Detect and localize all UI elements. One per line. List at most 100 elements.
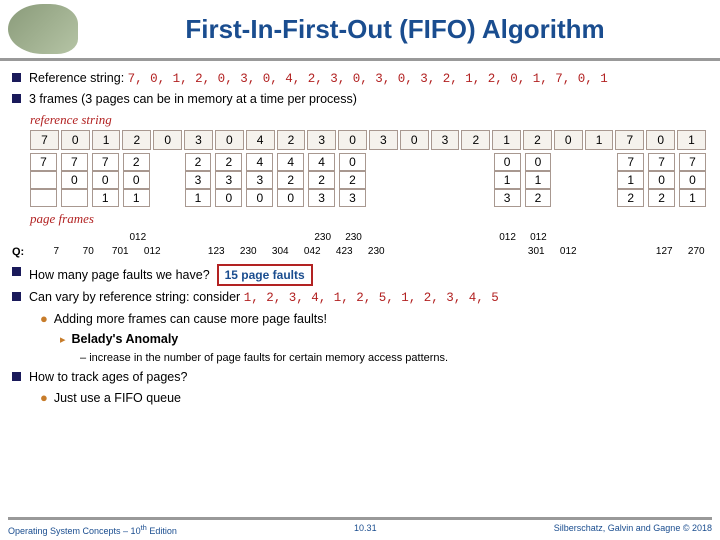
ref-cell: 2 xyxy=(461,130,490,150)
footer-mid: 10.31 xyxy=(354,523,377,536)
q-top-val xyxy=(585,231,616,245)
q-top-val: 012 xyxy=(122,231,153,245)
frames-text: 3 frames (3 pages can be in memory at a … xyxy=(29,91,708,108)
belady-detail: increase in the number of page faults fo… xyxy=(89,352,448,364)
q-top-val xyxy=(30,231,61,245)
bullet-how-many: How many page faults we have? 15 page fa… xyxy=(12,264,708,286)
queue-row: Q: 7707010121232303040424232303010121272… xyxy=(12,245,708,260)
q-val: 301 xyxy=(520,245,552,260)
slide-content: Reference string: 7, 0, 1, 2, 0, 3, 0, 4… xyxy=(0,61,720,407)
ref-cell: 1 xyxy=(492,130,521,150)
frame-cell: 0 xyxy=(123,171,150,189)
frame-column: 712 xyxy=(617,153,644,207)
frame-cell: 0 xyxy=(339,153,366,171)
q-val: 012 xyxy=(552,245,584,260)
frame-cell: 4 xyxy=(246,153,273,171)
frame-cell: 3 xyxy=(308,189,335,207)
frame-cell: 7 xyxy=(92,153,119,171)
belady-title: Belady's Anomaly xyxy=(72,332,179,346)
frame-cell: 1 xyxy=(92,189,119,207)
frame-cell xyxy=(30,171,57,189)
track-ages-text: How to track ages of pages? xyxy=(29,369,708,386)
ref-cell: 1 xyxy=(585,130,614,150)
ref-cell: 3 xyxy=(184,130,213,150)
ref-cell: 3 xyxy=(431,130,460,150)
page-frames-label: page frames xyxy=(30,210,708,228)
sub-bullet-more-frames: ●Adding more frames can cause more page … xyxy=(12,310,708,328)
q-val: 230 xyxy=(232,245,264,260)
ref-cell: 0 xyxy=(338,130,367,150)
fifo-queue-text: Just use a FIFO queue xyxy=(54,391,181,405)
q-val xyxy=(168,245,200,260)
frame-cell: 0 xyxy=(679,171,706,189)
frame-column: 201 xyxy=(123,153,150,207)
q-top-val xyxy=(677,231,708,245)
bullet-icon xyxy=(12,94,21,103)
q-top-val xyxy=(92,231,123,245)
frame-cell: 1 xyxy=(123,189,150,207)
q-val xyxy=(424,245,456,260)
ref-cell: 0 xyxy=(215,130,244,150)
q-val xyxy=(488,245,520,260)
frame-cell: 3 xyxy=(246,171,273,189)
bullet-icon xyxy=(12,292,21,301)
frame-cell: 1 xyxy=(617,171,644,189)
q-val: 701 xyxy=(104,245,136,260)
q-val: 230 xyxy=(360,245,392,260)
frame-column: 230 xyxy=(215,153,242,207)
ref-cell: 7 xyxy=(30,130,59,150)
ref-cell: 4 xyxy=(246,130,275,150)
q-top-val xyxy=(184,231,215,245)
answer-box: 15 page faults xyxy=(217,264,313,286)
vary-string: 1, 2, 3, 4, 1, 2, 5, 1, 2, 3, 4, 5 xyxy=(244,291,499,305)
q-top-val xyxy=(246,231,277,245)
frame-cell: 0 xyxy=(277,189,304,207)
frame-cell: 1 xyxy=(525,171,552,189)
frame-cell xyxy=(30,189,57,207)
frame-column: 702 xyxy=(648,153,675,207)
q-val: 701 xyxy=(712,245,720,260)
frame-cell: 3 xyxy=(215,171,242,189)
footer-left: Operating System Concepts – 10th Edition xyxy=(8,523,177,536)
frame-column: 231 xyxy=(185,153,212,207)
q-top-val xyxy=(646,231,677,245)
q-val: 70 xyxy=(72,245,104,260)
slide-footer: Operating System Concepts – 10th Edition… xyxy=(8,517,712,536)
frame-cell: 1 xyxy=(679,189,706,207)
queue-values: 7707010121232303040424232303010121272707… xyxy=(40,245,720,260)
q-label: Q: xyxy=(12,245,24,260)
frame-cell: 2 xyxy=(308,171,335,189)
q-val xyxy=(616,245,648,260)
bullet-icon xyxy=(12,73,21,82)
bullet-can-vary: Can vary by reference string: consider 1… xyxy=(12,289,708,307)
frame-column: 423 xyxy=(308,153,335,207)
q-top-val xyxy=(61,231,92,245)
frame-column: 70 xyxy=(61,153,88,207)
q-top-val: 012 xyxy=(523,231,554,245)
bullet-frames: 3 frames (3 pages can be in memory at a … xyxy=(12,91,708,108)
frame-cell: 0 xyxy=(648,171,675,189)
sub-bullet-belady: ▸Belady's Anomaly xyxy=(12,331,708,348)
frame-cell: 7 xyxy=(679,153,706,171)
bullet-track-ages: How to track ages of pages? xyxy=(12,369,708,386)
q-val: 304 xyxy=(264,245,296,260)
q-val: 423 xyxy=(328,245,360,260)
dinosaur-logo xyxy=(8,4,78,54)
q-val: 7 xyxy=(40,245,72,260)
frame-cell: 1 xyxy=(494,171,521,189)
frame-column: 012 xyxy=(525,153,552,207)
q-val: 012 xyxy=(136,245,168,260)
ref-string-label: reference string xyxy=(30,111,708,129)
q-val: 042 xyxy=(296,245,328,260)
frame-column: 430 xyxy=(246,153,273,207)
frame-cell: 0 xyxy=(215,189,242,207)
frame-column: 420 xyxy=(277,153,304,207)
ref-row: 7012030423030321201701 xyxy=(30,130,708,150)
frame-cell: 3 xyxy=(339,189,366,207)
frame-cell: 2 xyxy=(617,189,644,207)
frame-cell: 3 xyxy=(494,189,521,207)
q-val xyxy=(584,245,616,260)
frame-cell: 0 xyxy=(61,171,88,189)
frame-column: 701 xyxy=(92,153,119,207)
q-top-val xyxy=(615,231,646,245)
